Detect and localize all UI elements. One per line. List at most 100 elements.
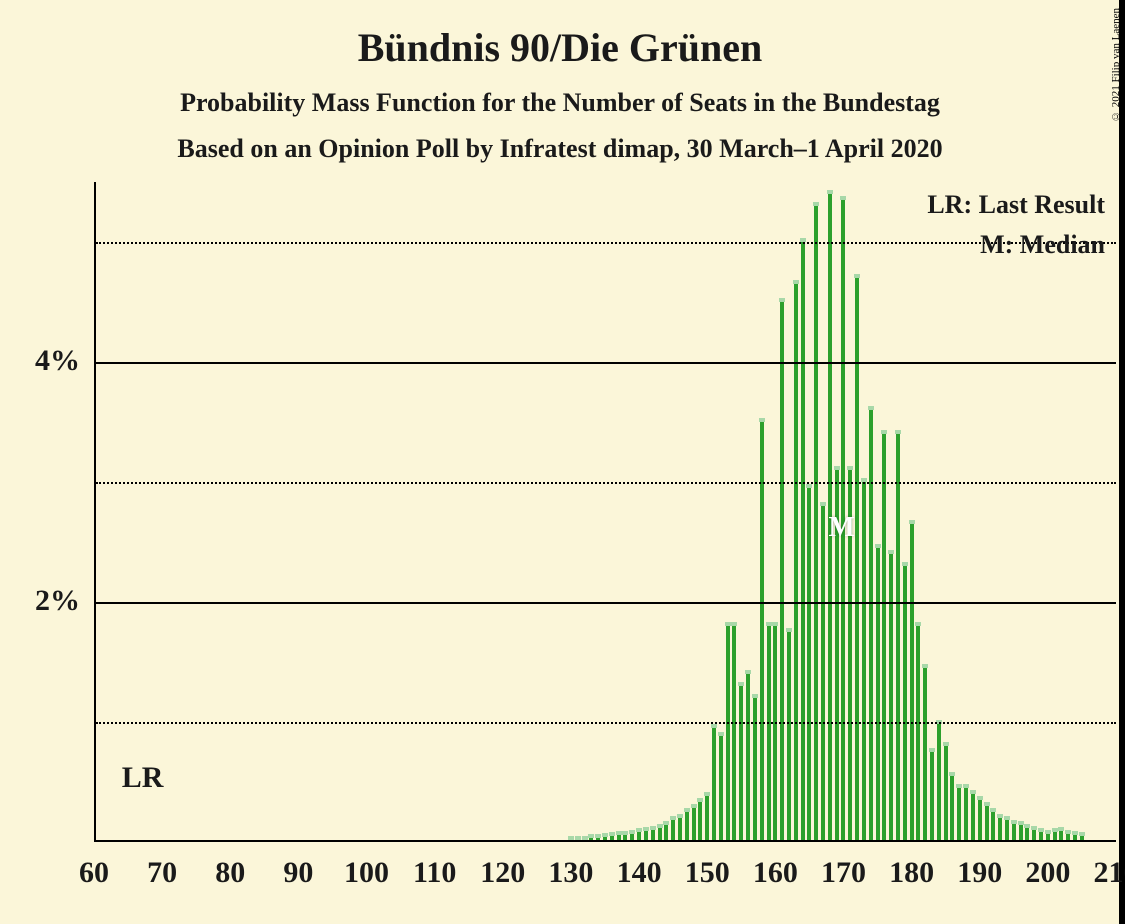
bar <box>930 752 934 842</box>
gridline-solid <box>96 602 1116 604</box>
bar <box>978 800 982 842</box>
median-marker-label: M <box>828 512 854 544</box>
bar <box>787 632 791 842</box>
x-tick-label: 70 <box>127 856 197 890</box>
bar-cap <box>1038 828 1044 832</box>
bar-cap <box>1065 830 1071 834</box>
bar-cap <box>575 836 581 840</box>
bar <box>753 698 757 842</box>
bars-container <box>94 182 1116 842</box>
bar-cap <box>588 834 594 838</box>
bar-cap <box>847 466 853 470</box>
bar-cap <box>1024 824 1030 828</box>
bar-cap <box>657 824 663 828</box>
bar-cap <box>663 821 669 825</box>
x-tick-label: 140 <box>604 856 674 890</box>
bar-cap <box>622 831 628 835</box>
bar <box>794 284 798 842</box>
bar <box>985 806 989 842</box>
bar-cap <box>772 622 778 626</box>
bar-cap <box>806 484 812 488</box>
y-tick-label: 2% <box>10 584 80 618</box>
bar-cap <box>820 502 826 506</box>
lr-marker-label: LR <box>122 761 164 795</box>
bar-cap <box>711 724 717 728</box>
bar-cap <box>915 622 921 626</box>
bar <box>910 524 914 842</box>
chart-title: Bündnis 90/Die Grünen <box>0 24 1120 71</box>
bar <box>862 482 866 842</box>
bar-cap <box>718 732 724 736</box>
y-axis-line <box>94 182 96 842</box>
x-tick-label: 210 <box>1081 856 1125 890</box>
bar-cap <box>704 792 710 796</box>
y-tick-label: 4% <box>10 344 80 378</box>
bar-cap <box>595 834 601 838</box>
bar-cap <box>854 274 860 278</box>
chart-subtitle-2: Based on an Opinion Poll by Infratest di… <box>0 134 1120 164</box>
bar <box>705 796 709 842</box>
bar-cap <box>650 826 656 830</box>
bar <box>937 724 941 842</box>
x-axis-line <box>94 840 1116 842</box>
bar-cap <box>1011 820 1017 824</box>
bar-cap <box>970 790 976 794</box>
x-tick-label: 80 <box>195 856 265 890</box>
x-tick-label: 170 <box>808 856 878 890</box>
bar <box>746 674 750 842</box>
bar <box>821 506 825 842</box>
bar-cap <box>922 664 928 668</box>
bar-cap <box>684 808 690 812</box>
bar-cap <box>902 562 908 566</box>
bar-cap <box>745 670 751 674</box>
gridline-dotted <box>96 482 1116 484</box>
bar-cap <box>752 694 758 698</box>
bar-cap <box>888 550 894 554</box>
bar-cap <box>977 796 983 800</box>
bar <box>801 242 805 842</box>
x-tick-label: 180 <box>877 856 947 890</box>
bar-cap <box>1031 826 1037 830</box>
bar-cap <box>636 828 642 832</box>
gridline-dotted <box>96 722 1116 724</box>
bar-cap <box>725 622 731 626</box>
x-tick-label: 100 <box>332 856 402 890</box>
bar-cap <box>868 406 874 410</box>
bar <box>767 626 771 842</box>
bar <box>698 802 702 842</box>
bar <box>678 818 682 842</box>
bar <box>726 626 730 842</box>
bar <box>773 626 777 842</box>
bar <box>923 668 927 842</box>
bar <box>685 812 689 842</box>
bar <box>944 746 948 842</box>
bar-cap <box>759 418 765 422</box>
bar-cap <box>609 832 615 836</box>
bar <box>998 818 1002 842</box>
x-tick-label: 160 <box>740 856 810 890</box>
bar <box>807 488 811 842</box>
chart-plot-area: LR M <box>94 182 1116 842</box>
gridline-solid <box>96 362 1116 364</box>
bar-cap <box>793 280 799 284</box>
bar-cap <box>1052 828 1058 832</box>
bar-cap <box>895 430 901 434</box>
bar <box>971 794 975 842</box>
bar-cap <box>731 622 737 626</box>
bar <box>732 626 736 842</box>
bar-cap <box>779 298 785 302</box>
x-tick-label: 200 <box>1013 856 1083 890</box>
bar-cap <box>943 742 949 746</box>
bar-cap <box>677 814 683 818</box>
bar-cap <box>616 831 622 835</box>
bar <box>671 820 675 842</box>
bar-cap <box>582 836 588 840</box>
x-tick-label: 190 <box>945 856 1015 890</box>
bar-cap <box>956 784 962 788</box>
bar <box>896 434 900 842</box>
x-tick-label: 90 <box>263 856 333 890</box>
bar <box>991 812 995 842</box>
bar <box>760 422 764 842</box>
bar <box>950 776 954 842</box>
bar <box>739 686 743 842</box>
